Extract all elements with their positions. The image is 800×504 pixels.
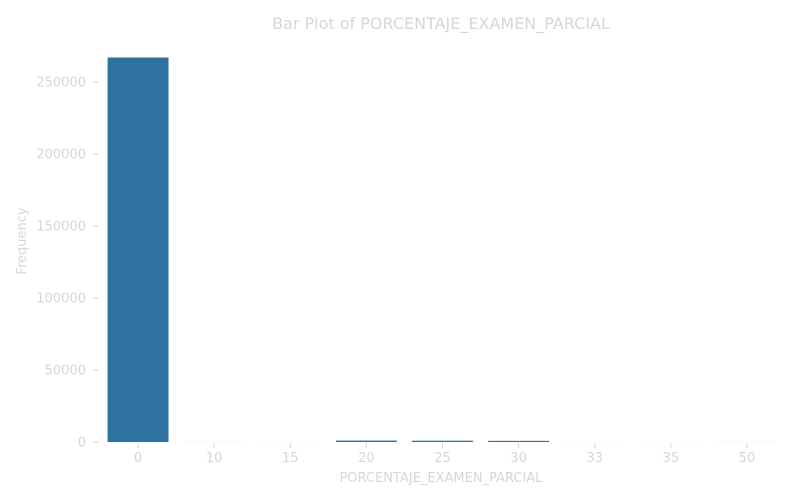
y-tick-label: 250000 xyxy=(36,76,86,91)
y-axis-ticks: 0 50000 100000 150000 200000 250000 xyxy=(36,76,98,451)
x-tick-label: 35 xyxy=(663,451,680,466)
x-axis-label: PORCENTAJE_EXAMEN_PARCIAL xyxy=(340,471,544,486)
bars-group xyxy=(108,58,778,442)
x-tick-label: 33 xyxy=(586,451,603,466)
y-tick-label: 100000 xyxy=(36,292,86,307)
x-axis-ticks: 0 10 15 20 25 30 33 35 50 xyxy=(134,443,755,466)
y-tick-label: 150000 xyxy=(36,220,86,235)
bar-0 xyxy=(108,58,169,442)
x-tick-label: 15 xyxy=(282,451,299,466)
y-tick-label: 50000 xyxy=(45,364,86,379)
bar-20 xyxy=(336,441,397,442)
bar-25 xyxy=(412,441,473,442)
y-tick-label: 200000 xyxy=(36,148,86,163)
chart-title: Bar Plot of PORCENTAJE_EXAMEN_PARCIAL xyxy=(272,14,610,34)
x-tick-label: 50 xyxy=(739,451,756,466)
x-tick-label: 10 xyxy=(206,451,223,466)
x-tick-label: 25 xyxy=(434,451,451,466)
y-tick-label: 0 xyxy=(78,436,86,451)
bar-30 xyxy=(488,441,549,442)
x-tick-label: 20 xyxy=(358,451,375,466)
y-axis-label: Frequency xyxy=(15,207,30,274)
x-tick-label: 30 xyxy=(510,451,527,466)
x-tick-label: 0 xyxy=(134,451,142,466)
